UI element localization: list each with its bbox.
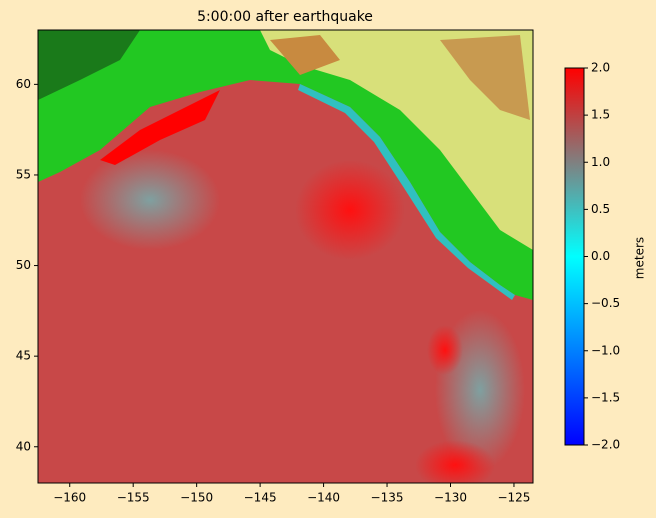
colorbar-tick-label: 1.0	[591, 155, 610, 169]
colorbar-tick-label: −0.5	[591, 296, 620, 310]
x-tick-label: −150	[180, 491, 213, 505]
land	[260, 30, 533, 250]
colorbar-label: meters	[633, 237, 647, 279]
map-layer	[38, 30, 533, 483]
y-tick-label: 45	[16, 349, 31, 363]
wave-region	[427, 325, 463, 375]
y-tick-label: 50	[16, 258, 31, 272]
x-tick-label: −140	[307, 491, 340, 505]
colorbar	[564, 67, 585, 446]
colorbar-tick-label: 2.0	[591, 61, 610, 75]
x-tick-label: −160	[53, 491, 86, 505]
colorbar-tick-label: 0.5	[591, 202, 610, 216]
plot-frame	[37, 29, 534, 484]
wave-region	[415, 440, 495, 483]
x-tick-label: −125	[497, 491, 530, 505]
y-tick-label: 40	[16, 439, 31, 453]
colorbar-tick-label: −1.0	[591, 343, 620, 357]
land	[38, 30, 140, 100]
land	[440, 35, 530, 120]
land	[270, 35, 340, 75]
x-tick-label: −145	[244, 491, 277, 505]
x-tick-label: −130	[434, 491, 467, 505]
wave-region	[80, 150, 220, 250]
chart-title: 5:00:00 after earthquake	[197, 9, 373, 25]
x-tick-label: −135	[371, 491, 404, 505]
wave-region	[295, 160, 405, 260]
colorbar-tick-label: 0.0	[591, 249, 610, 263]
colorbar-tick-label: −2.0	[591, 438, 620, 452]
y-tick-label: 60	[16, 77, 31, 91]
colorbar-tick-label: 1.5	[591, 108, 610, 122]
colorbar-tick-label: −1.5	[591, 390, 620, 404]
wave-region	[100, 90, 220, 165]
y-tick-label: 55	[16, 167, 31, 181]
x-tick-label: −155	[117, 491, 150, 505]
